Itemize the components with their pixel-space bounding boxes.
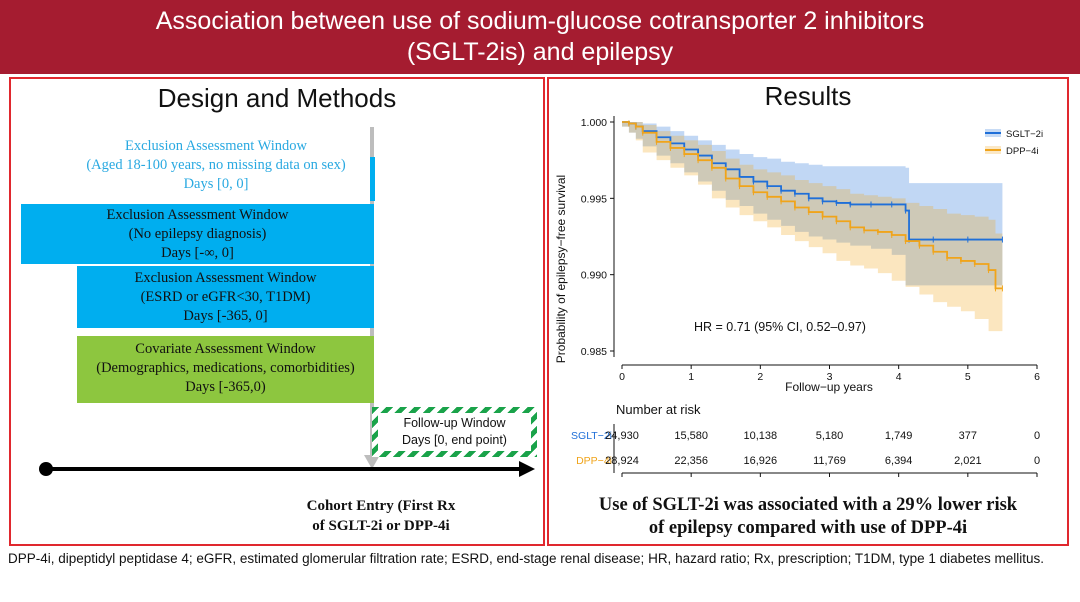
- risk-cell: 5,180: [816, 430, 844, 442]
- exclusion-window-esrd: Exclusion Assessment Window (ESRD or eGF…: [77, 266, 374, 328]
- conclusion-line2: of epilepsy compared with use of DPP-4i: [648, 518, 968, 538]
- exclusion-window-age-sex: Exclusion Assessment Window (Aged 18-100…: [51, 137, 381, 194]
- risk-table-title: Number at risk: [616, 402, 701, 417]
- conclusion: Use of SGLT-2i was associated with a 29%…: [549, 494, 1067, 540]
- exclusion-window-epilepsy: Exclusion Assessment Window (No epilepsy…: [21, 204, 374, 264]
- window-criteria: (No epilepsy diagnosis): [128, 226, 267, 242]
- legend-dpp-label: DPP−4i: [1006, 146, 1038, 157]
- legend-sglt-fill: [985, 129, 1001, 137]
- legend: SGLT−2i DPP−4i: [985, 129, 1043, 157]
- window-criteria: (ESRD or eGFR<30, T1DM): [140, 289, 311, 305]
- conclusion-line1: Use of SGLT-2i was associated with a 29%…: [598, 495, 1018, 515]
- hr-annotation: HR = 0.71 (95% CI, 0.52–0.97): [694, 320, 866, 334]
- y-tick-label: 0.985: [581, 346, 607, 358]
- x-tick-label: 1: [688, 371, 694, 383]
- risk-x-tick-label: 2: [758, 478, 764, 479]
- timeline-arrowhead: [519, 461, 535, 477]
- risk-row-label: DPP−4i: [576, 455, 612, 467]
- window-days: Days [-∞, 0]: [161, 245, 234, 261]
- followup-title: Follow-up Window: [403, 416, 506, 430]
- y-axis-label: Probability of epilepsy−free survival: [554, 175, 568, 363]
- window-title: Exclusion Assessment Window: [124, 138, 307, 154]
- x-tick-label: 5: [965, 371, 971, 383]
- risk-cell: 6,394: [885, 455, 913, 467]
- window-criteria: (Aged 18-100 years, no missing data on s…: [86, 157, 346, 173]
- window-criteria: (Demographics, medications, comorbiditie…: [96, 360, 355, 376]
- window-title: Covariate Assessment Window: [135, 341, 316, 357]
- results-title: Results: [764, 81, 852, 111]
- banner-title: Association between use of sodium-glucos…: [0, 0, 1080, 74]
- risk-cell: 0: [1034, 430, 1040, 442]
- km-plot: 0.985 0.990 0.995 1.000 0 1 2 3 4 5 6 SGLT−2i DPP−…: [554, 116, 1043, 479]
- timeline-axis: [46, 467, 521, 471]
- risk-cell: 2,021: [954, 455, 982, 467]
- abbreviations-footnote: DPP-4i, dipeptidyl peptidase 4; eGFR, es…: [8, 551, 1044, 566]
- risk-x-tick-label: 4: [896, 478, 902, 479]
- risk-cell: 28,924: [605, 455, 639, 467]
- risk-cell: 16,926: [744, 455, 778, 467]
- risk-x-tick-label: 6: [1034, 478, 1040, 479]
- risk-x-tick-label: 1: [688, 478, 694, 479]
- risk-x-tick-label: 5: [965, 478, 971, 479]
- banner-title-line2: (SGLT-2is) and epilepsy: [406, 38, 674, 66]
- window-days: Days [-365, 0]: [183, 308, 268, 324]
- legend-dpp-fill: [985, 146, 1001, 154]
- day-zero-arrowhead: [364, 455, 380, 469]
- design-panel: Design and Methods Exclusion Assessment …: [9, 77, 545, 546]
- risk-x-tick-label: 3: [827, 478, 833, 479]
- window-days: Days [-365,0): [185, 379, 266, 395]
- x-tick-label: 3: [827, 371, 833, 383]
- window-title: Exclusion Assessment Window: [106, 207, 289, 223]
- x-tick-label: 2: [757, 371, 763, 383]
- design-title: Design and Methods: [157, 83, 397, 113]
- cohort-entry-line1: Cohort Entry (First Rx: [306, 498, 456, 514]
- followup-days: Days [0, end point): [402, 433, 507, 447]
- risk-cell: 15,580: [674, 430, 708, 442]
- window-days: Days [0, 0]: [183, 176, 249, 192]
- x-axis-label: Follow−up years: [785, 380, 873, 394]
- risk-cell: 11,769: [813, 455, 846, 467]
- risk-row-label: SGLT−2i: [571, 430, 612, 442]
- window-title: Exclusion Assessment Window: [134, 270, 317, 286]
- risk-cell: 22,356: [674, 455, 708, 467]
- risk-x-tick-label: 0: [619, 478, 625, 479]
- day-zero-bar: [370, 157, 375, 201]
- y-tick-label: 0.990: [581, 270, 607, 282]
- x-tick-label: 0: [619, 371, 625, 383]
- y-tick-label: 0.995: [581, 193, 607, 205]
- risk-cell: 10,138: [744, 430, 778, 442]
- covariate-window: Covariate Assessment Window (Demographic…: [77, 336, 374, 403]
- cohort-entry-label: Cohort Entry (First Rx of SGLT-2i or DPP…: [281, 496, 481, 536]
- followup-window: Follow-up Window Days [0, end point): [372, 407, 537, 457]
- risk-cell: 0: [1034, 455, 1040, 467]
- risk-cell: 377: [959, 430, 977, 442]
- risk-cell: 24,930: [605, 430, 639, 442]
- banner-title-line1: Association between use of sodium-glucos…: [155, 7, 925, 35]
- legend-sglt-label: SGLT−2i: [1006, 129, 1043, 140]
- results-panel: Results 0.985 0.990 0.995 1.000 0 1 2 3 4 5 6 SGLT…: [547, 77, 1069, 546]
- ci-band-dpp: [622, 122, 1003, 332]
- x-tick-label: 6: [1034, 371, 1040, 383]
- x-tick-label: 4: [896, 371, 902, 383]
- cohort-entry-line2: of SGLT-2i or DPP-4i: [312, 518, 450, 534]
- y-tick-label: 1.000: [581, 117, 607, 129]
- risk-cell: 1,749: [885, 430, 913, 442]
